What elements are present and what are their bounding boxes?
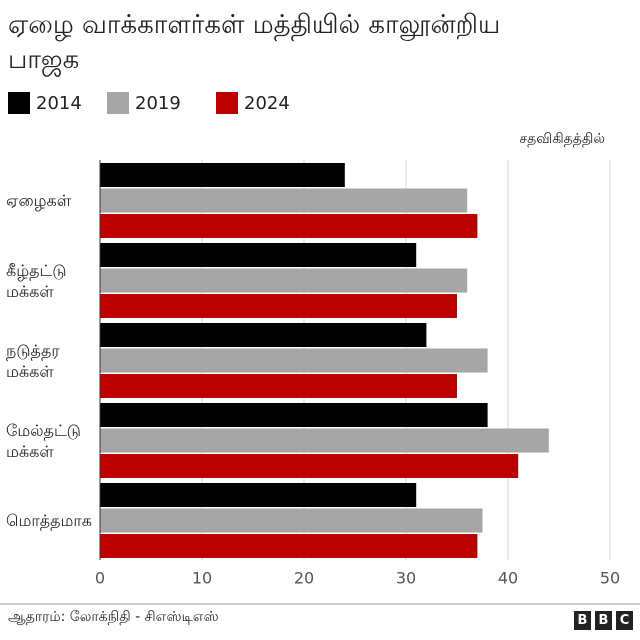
x-tick-label: 50	[600, 569, 620, 588]
y-tick-label: ஏழைகள்	[6, 191, 72, 210]
bar	[100, 163, 345, 187]
x-tick-label: 0	[95, 569, 105, 588]
x-tick-label: 20	[294, 569, 314, 588]
bar	[100, 374, 457, 398]
legend-swatch	[216, 92, 238, 114]
bar	[100, 323, 427, 347]
legend-swatch	[8, 92, 30, 114]
legend-label: 2024	[244, 93, 290, 114]
legend-label: 2019	[135, 93, 181, 114]
logo-letter: C	[616, 611, 633, 630]
logo-letter: B	[574, 611, 591, 630]
bar	[100, 454, 519, 478]
bar	[100, 508, 483, 533]
bar	[100, 403, 488, 427]
chart-title: ஏழை வாக்காளர்கள் மத்தியில் காலூன்றிய பாஜ…	[8, 10, 501, 75]
legend-swatch	[107, 92, 129, 114]
bar	[100, 348, 488, 373]
y-tick-label: நடுத்தர மக்கள்	[6, 340, 60, 381]
unit-label: சதவிகிதத்தில்	[519, 131, 605, 147]
bar	[100, 243, 417, 267]
y-tick-label: மேல்தட்டு மக்கள்	[6, 420, 81, 461]
bar	[100, 534, 478, 558]
bar	[100, 188, 468, 213]
bar	[100, 483, 417, 507]
bar	[100, 214, 478, 238]
x-tick-label: 10	[192, 569, 212, 588]
logo-letter: B	[595, 611, 612, 630]
bar	[100, 428, 549, 453]
source: ஆதாரம்: லோக்நிதி - சிஎஸ்டிஎஸ்	[8, 609, 219, 625]
y-tick-label: கீழ்தட்டு மக்கள்	[6, 260, 67, 301]
x-tick-label: 40	[498, 569, 518, 588]
legend-label: 2014	[36, 93, 82, 114]
y-tick-label: மொத்தமாக	[6, 511, 92, 530]
bar	[100, 268, 468, 293]
x-tick-label: 30	[396, 569, 416, 588]
bar	[100, 294, 457, 318]
